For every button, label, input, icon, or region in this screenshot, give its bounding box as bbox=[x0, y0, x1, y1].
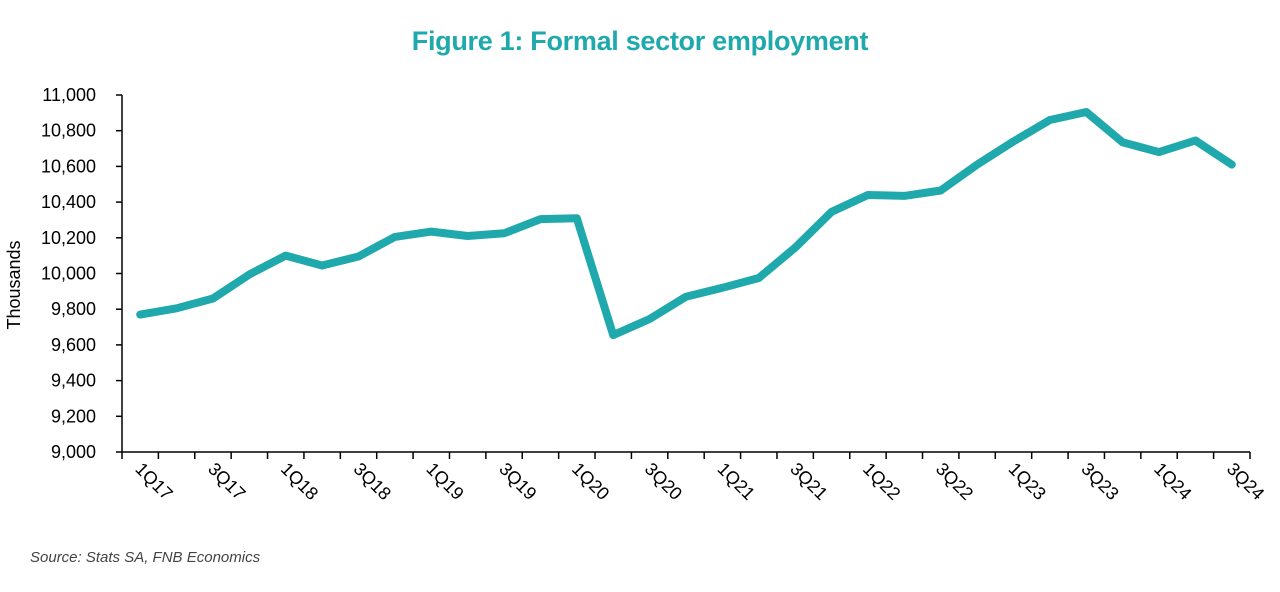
y-tick-label: 10,400 bbox=[41, 192, 96, 212]
data-point-3Q19 bbox=[501, 230, 507, 236]
data-point-4Q21 bbox=[829, 209, 835, 215]
data-point-4Q23 bbox=[1120, 139, 1126, 145]
data-point-1Q23 bbox=[1010, 138, 1016, 144]
x-tick-label: 1Q20 bbox=[568, 459, 613, 504]
data-point-1Q21 bbox=[719, 285, 725, 291]
data-point-3Q18 bbox=[356, 254, 362, 260]
data-point-2Q21 bbox=[756, 275, 762, 281]
y-tick-label: 9,600 bbox=[51, 335, 96, 355]
x-tick-label: 1Q21 bbox=[714, 459, 759, 504]
data-point-2Q24 bbox=[1192, 138, 1198, 144]
chart-title: Figure 1: Formal sector employment bbox=[411, 26, 869, 56]
data-point-1Q18 bbox=[283, 253, 289, 259]
y-tick-label: 9,000 bbox=[51, 442, 96, 462]
data-point-4Q19 bbox=[537, 216, 543, 222]
x-tick-label: 1Q23 bbox=[1005, 459, 1050, 504]
data-point-3Q22 bbox=[938, 187, 944, 193]
x-tick-label: 3Q18 bbox=[350, 459, 395, 504]
data-point-4Q17 bbox=[246, 271, 252, 277]
y-tick-label: 10,200 bbox=[41, 228, 96, 248]
data-point-2Q18 bbox=[319, 262, 325, 268]
data-point-4Q22 bbox=[974, 162, 980, 168]
data-point-3Q17 bbox=[210, 295, 216, 301]
y-tick-label: 9,200 bbox=[51, 406, 96, 426]
data-point-1Q24 bbox=[1156, 149, 1162, 155]
data-point-2Q22 bbox=[901, 193, 907, 199]
x-tick-label: 1Q19 bbox=[422, 459, 467, 504]
x-tick-label: 1Q18 bbox=[277, 459, 322, 504]
y-tick-label: 11,000 bbox=[42, 85, 96, 105]
x-tick-label: 3Q17 bbox=[204, 459, 249, 504]
data-point-3Q23 bbox=[1083, 109, 1089, 115]
data-point-4Q18 bbox=[392, 234, 398, 240]
x-tick-label: 3Q24 bbox=[1223, 459, 1268, 504]
data-point-3Q20 bbox=[647, 316, 653, 322]
y-tick-label: 10,600 bbox=[41, 156, 96, 176]
y-tick-label: 10,800 bbox=[41, 121, 96, 141]
y-axis-ticks: 9,000 9,200 9,400 9,600 9,800 10,000 10,200 10,… bbox=[41, 85, 122, 462]
x-axis-ticks: 1Q17 3Q17 1Q18 3Q18 1Q19 3Q19 1Q20 3Q20 1Q21 3Q21… bbox=[121, 452, 1268, 504]
series-points bbox=[137, 109, 1235, 338]
data-point-4Q20 bbox=[683, 294, 689, 300]
data-point-2Q23 bbox=[1047, 117, 1053, 123]
y-axis-title: Thousands bbox=[4, 240, 24, 329]
x-tick-label: 3Q20 bbox=[641, 459, 686, 504]
y-tick-label: 10,000 bbox=[41, 264, 96, 284]
x-tick-label: 3Q19 bbox=[495, 459, 540, 504]
x-tick-label: 3Q21 bbox=[786, 459, 831, 504]
data-point-1Q19 bbox=[428, 229, 434, 235]
x-tick-label: 3Q22 bbox=[932, 459, 977, 504]
data-point-3Q24 bbox=[1229, 162, 1235, 168]
data-point-2Q19 bbox=[465, 233, 471, 239]
data-point-2Q17 bbox=[174, 305, 180, 311]
x-tick-label: 1Q22 bbox=[859, 459, 904, 504]
x-tick-label: 3Q23 bbox=[1077, 459, 1122, 504]
data-point-2Q20 bbox=[610, 332, 616, 338]
y-tick-label: 9,400 bbox=[51, 371, 96, 391]
series-line-formal-employment bbox=[136, 108, 1236, 340]
data-point-1Q22 bbox=[865, 192, 871, 198]
data-point-1Q17 bbox=[137, 312, 143, 318]
x-tick-label: 1Q17 bbox=[131, 459, 176, 504]
x-tick-label: 1Q24 bbox=[1150, 459, 1195, 504]
data-point-1Q20 bbox=[574, 215, 580, 221]
source-note: Source: Stats SA, FNB Economics bbox=[30, 549, 261, 566]
data-point-3Q21 bbox=[792, 245, 798, 251]
y-tick-label: 9,800 bbox=[51, 299, 96, 319]
